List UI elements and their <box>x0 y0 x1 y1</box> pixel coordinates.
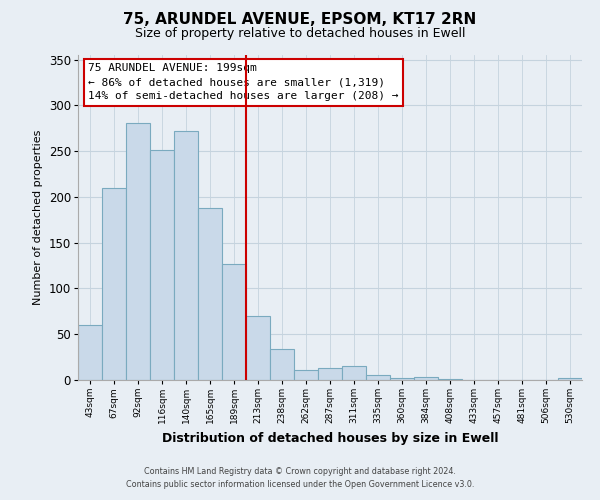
Bar <box>222 264 246 380</box>
Bar <box>294 370 318 380</box>
Bar <box>438 379 462 380</box>
Bar <box>78 325 102 380</box>
Text: Size of property relative to detached houses in Ewell: Size of property relative to detached ho… <box>135 28 465 40</box>
Bar <box>318 368 342 380</box>
Bar <box>390 378 414 380</box>
Bar <box>342 366 366 380</box>
Text: 75 ARUNDEL AVENUE: 199sqm
← 86% of detached houses are smaller (1,319)
14% of se: 75 ARUNDEL AVENUE: 199sqm ← 86% of detac… <box>88 63 398 101</box>
Bar <box>150 150 174 380</box>
Y-axis label: Number of detached properties: Number of detached properties <box>33 130 43 305</box>
Bar <box>558 378 582 380</box>
Bar <box>174 131 198 380</box>
Bar <box>270 349 294 380</box>
Text: 75, ARUNDEL AVENUE, EPSOM, KT17 2RN: 75, ARUNDEL AVENUE, EPSOM, KT17 2RN <box>124 12 476 28</box>
Bar <box>102 188 126 380</box>
Bar <box>414 378 438 380</box>
Text: Contains HM Land Registry data © Crown copyright and database right 2024.
Contai: Contains HM Land Registry data © Crown c… <box>126 468 474 489</box>
Bar <box>126 122 150 380</box>
Bar <box>246 316 270 380</box>
X-axis label: Distribution of detached houses by size in Ewell: Distribution of detached houses by size … <box>162 432 498 444</box>
Bar <box>366 374 390 380</box>
Bar <box>198 208 222 380</box>
